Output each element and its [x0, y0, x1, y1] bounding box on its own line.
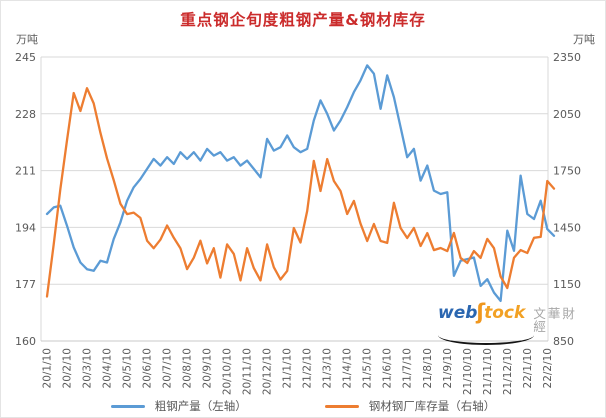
svg-text:22/2/10: 22/2/10 — [542, 348, 554, 388]
svg-text:211: 211 — [15, 165, 36, 178]
svg-text:20/11/10: 20/11/10 — [242, 348, 254, 395]
legend-item-production: 粗钢产量（左轴） — [110, 398, 247, 414]
watermark-flame-icon: ʃ — [476, 300, 486, 324]
svg-text:20/2/10: 20/2/10 — [62, 348, 74, 388]
watermark-web-text: web — [438, 303, 478, 323]
gridlines — [40, 56, 549, 342]
svg-text:228: 228 — [15, 108, 36, 121]
svg-text:21/8/10: 21/8/10 — [422, 348, 434, 388]
svg-text:20/7/10: 20/7/10 — [162, 348, 174, 388]
svg-text:245: 245 — [15, 51, 36, 64]
svg-text:1450: 1450 — [553, 221, 581, 234]
svg-text:1750: 1750 — [553, 165, 581, 178]
svg-text:850: 850 — [553, 335, 574, 348]
svg-text:2050: 2050 — [553, 108, 581, 121]
svg-text:20/1/10: 20/1/10 — [42, 348, 54, 388]
legend-label-inventory: 钢材钢厂库存量（右轴） — [368, 399, 496, 413]
svg-text:20/10/10: 20/10/10 — [222, 348, 234, 395]
svg-text:21/1/10: 21/1/10 — [282, 348, 294, 388]
svg-text:20/8/10: 20/8/10 — [182, 348, 194, 388]
watermark-swoosh — [438, 334, 534, 345]
watermark-company-name: 文華財經 — [533, 306, 577, 334]
svg-text:21/7/10: 21/7/10 — [402, 348, 414, 388]
svg-text:20/3/10: 20/3/10 — [82, 348, 94, 388]
svg-text:20/12/10: 20/12/10 — [262, 348, 274, 395]
x-axis-tick-labels: 20/1/10 20/2/10 20/3/10 20/4/10 20/5/10 20/6/… — [42, 348, 554, 395]
svg-text:21/9/10: 21/9/10 — [442, 348, 454, 388]
svg-text:21/11/10: 21/11/10 — [482, 348, 494, 395]
watermark-tock-text: tock — [484, 303, 526, 323]
left-axis-unit-label: 万吨 — [16, 33, 38, 46]
legend-line-sample-blue — [110, 404, 145, 408]
right-axis-unit-label: 万吨 — [573, 33, 595, 46]
svg-text:21/5/10: 21/5/10 — [362, 348, 374, 388]
svg-text:21/6/10: 21/6/10 — [382, 348, 394, 388]
svg-text:21/10/10: 21/10/10 — [462, 348, 474, 395]
svg-text:177: 177 — [15, 278, 36, 291]
production-series-line — [45, 64, 556, 303]
svg-text:22/1/10: 22/1/10 — [522, 348, 534, 388]
svg-text:20/6/10: 20/6/10 — [142, 348, 154, 388]
legend-line-sample-orange — [324, 404, 359, 408]
chart-legend: 粗钢产量（左轴） 钢材钢厂库存量（右轴） — [1, 398, 605, 414]
svg-text:21/3/10: 21/3/10 — [322, 348, 334, 388]
left-axis-tick-labels: 245 228 211 194 177 160 — [15, 51, 36, 348]
inventory-series-line — [45, 87, 556, 298]
svg-text:20/5/10: 20/5/10 — [122, 348, 134, 388]
svg-text:2350: 2350 — [553, 51, 581, 64]
svg-text:20/4/10: 20/4/10 — [102, 348, 114, 388]
legend-label-production: 粗钢产量（左轴） — [154, 399, 247, 413]
svg-text:160: 160 — [15, 335, 36, 348]
watermark: web ʃ tock 文華財經 — [438, 301, 588, 345]
watermark-logo: web ʃ tock 文華財經 — [438, 301, 588, 333]
svg-text:1150: 1150 — [553, 278, 581, 291]
svg-text:194: 194 — [15, 221, 36, 234]
legend-item-inventory: 钢材钢厂库存量（右轴） — [324, 398, 496, 414]
right-axis-tick-labels: 2350 2050 1750 1450 1150 850 — [553, 51, 581, 348]
svg-text:21/12/10: 21/12/10 — [502, 348, 514, 395]
chart-title: 重点钢企旬度粗钢产量&钢材库存 — [180, 11, 426, 29]
svg-text:21/4/10: 21/4/10 — [342, 348, 354, 388]
svg-text:21/2/10: 21/2/10 — [302, 348, 314, 388]
svg-text:20/9/10: 20/9/10 — [202, 348, 214, 388]
